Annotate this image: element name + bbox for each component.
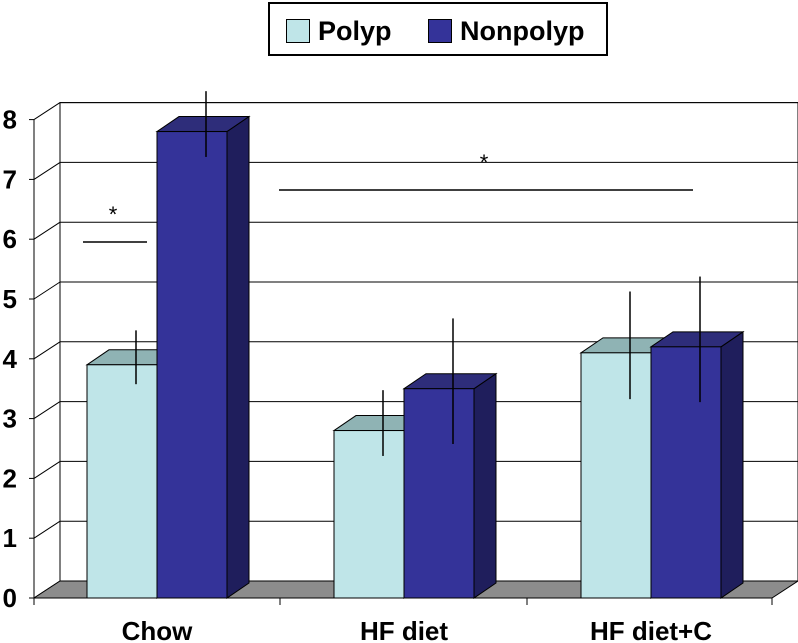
y-tick-label: 3: [3, 404, 17, 434]
legend-item-nonpolyp: Nonpolyp: [428, 16, 584, 46]
y-tick-label: 0: [3, 583, 17, 613]
legend-swatch-nonpolyp: [428, 19, 452, 43]
gridline-depth: [33, 341, 61, 360]
bar-side-nonpolyp: [720, 330, 744, 599]
bar-side-nonpolyp: [473, 372, 497, 599]
gridline-depth: [33, 460, 61, 479]
bar-polyp: [86, 364, 158, 599]
gridline-depth: [33, 401, 61, 420]
y-tick-label: 7: [3, 164, 17, 194]
legend-swatch-polyp: [286, 19, 310, 43]
x-tick-label: Chow: [122, 616, 194, 643]
bar-nonpolyp: [403, 388, 475, 599]
bar-nonpolyp: [156, 131, 228, 599]
y-tick-label: 8: [3, 105, 17, 135]
y-tick-label: 6: [3, 224, 17, 254]
y-tick-label: 5: [3, 284, 17, 314]
gridline-depth: [33, 102, 61, 121]
gridline-depth: [33, 221, 61, 240]
legend-label-nonpolyp: Nonpolyp: [460, 16, 585, 46]
significance-star-chow: *: [109, 202, 118, 227]
significance-star-diets: *: [480, 150, 489, 175]
x-tick-label: HF diet: [360, 616, 448, 643]
legend: Polyp Nonpolyp: [268, 2, 608, 56]
bar-nonpolyp: [650, 346, 722, 599]
gridline-depth: [33, 161, 61, 180]
bar-polyp: [333, 430, 405, 599]
legend-item-polyp: Polyp: [286, 16, 392, 46]
y-tick-label: 2: [3, 463, 17, 493]
bar-side-nonpolyp: [226, 115, 250, 599]
y-tick-label: 1: [3, 523, 17, 553]
x-tick-label: HF diet+C: [590, 616, 712, 643]
bar-polyp: [580, 352, 652, 599]
gridline-depth: [33, 520, 61, 539]
legend-label-polyp: Polyp: [318, 16, 392, 46]
gridline-depth: [33, 281, 61, 300]
y-tick-label: 4: [3, 344, 18, 374]
